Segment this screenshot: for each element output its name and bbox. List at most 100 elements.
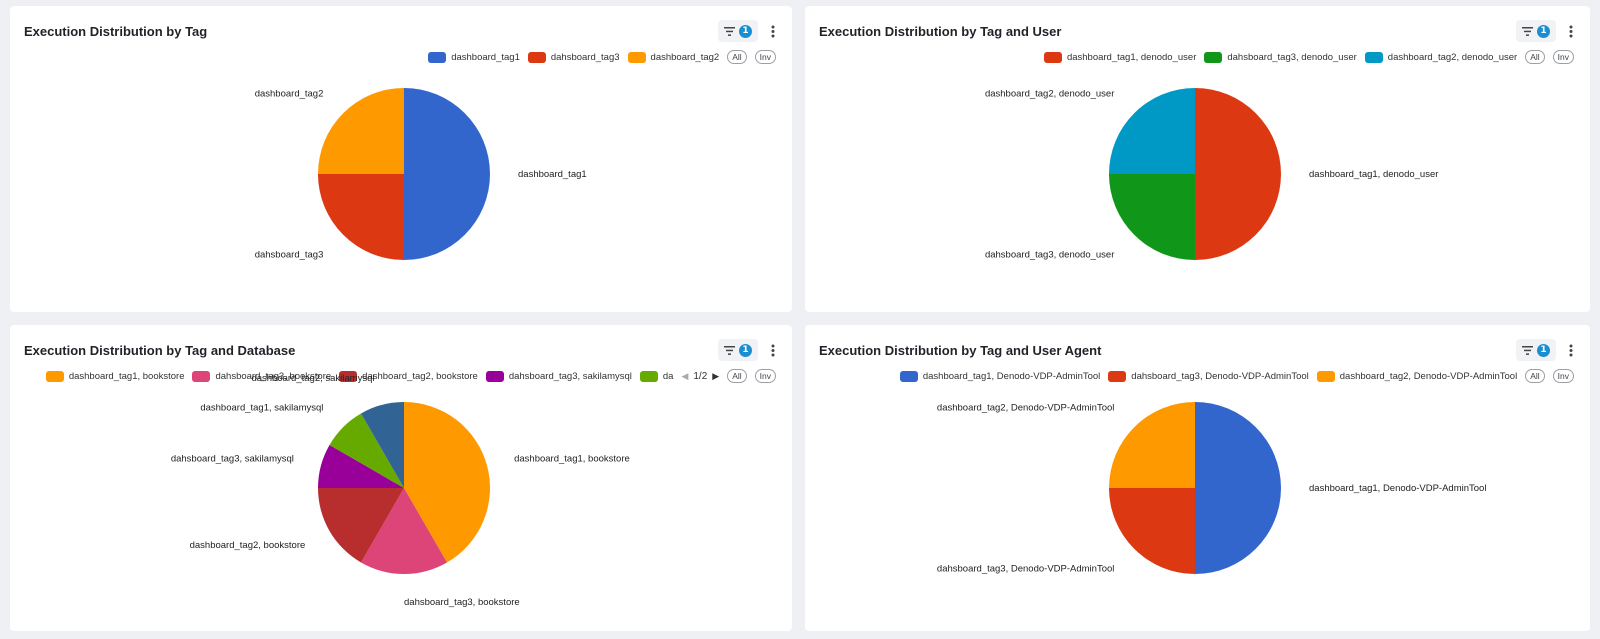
- panel-tag-user: Execution Distribution by Tag and User 1…: [805, 6, 1590, 312]
- legend-invert-button[interactable]: Inv: [1552, 369, 1574, 383]
- legend-all-button[interactable]: All: [1525, 50, 1545, 64]
- pie-chart: dashboard_tag1, bookstore dahsboard_tag3,…: [171, 373, 630, 608]
- pie-slice-dahsboard-tag3-denodo-user[interactable]: [1109, 174, 1195, 260]
- panel-title: Execution Distribution by Tag and User: [819, 24, 1062, 39]
- slice-label: dashboard_tag1, bookstore: [514, 453, 630, 464]
- legend-swatch: [45, 370, 64, 382]
- legend-swatch: [485, 370, 504, 382]
- pie-slice-dashboard-tag2[interactable]: [318, 88, 404, 174]
- legend-swatch: [1043, 51, 1062, 63]
- legend-swatch: [1204, 51, 1223, 63]
- legend-all-button[interactable]: All: [727, 50, 747, 64]
- pie-slice-dashboard-tag2-bookstore[interactable]: [317, 488, 404, 563]
- more-options-icon[interactable]: [1564, 339, 1578, 361]
- pie-slice-dashboard-tag2-sakilamysql[interactable]: [361, 402, 404, 488]
- pager-prev-icon[interactable]: ◀: [681, 370, 689, 381]
- pie-slice-dahsboard-tag3[interactable]: [318, 174, 404, 260]
- filter-button[interactable]: 1: [718, 20, 758, 42]
- legend-label: dahsboard_tag3, bookstore: [215, 370, 332, 382]
- pie-slice-dashboard-tag1[interactable]: [404, 88, 490, 260]
- legend-pager: ◀ 1/2 ▶: [681, 371, 719, 382]
- legend-label: dashboard_tag1, Denodo-VDP-AdminTool: [922, 370, 1101, 382]
- panel-tools: 1: [718, 339, 780, 361]
- filter-count-badge: 1: [1537, 343, 1550, 357]
- slice-label: dashboard_tag1: [518, 169, 587, 180]
- more-options-icon[interactable]: [1564, 20, 1578, 42]
- legend-label: dashboard_tag2, Denodo-VDP-AdminTool: [1339, 370, 1518, 382]
- more-options-icon[interactable]: [766, 20, 780, 42]
- filter-button[interactable]: 1: [718, 339, 758, 361]
- legend-swatch: [899, 370, 918, 382]
- legend-swatch: [1364, 51, 1383, 63]
- filter-count-badge: 1: [739, 343, 752, 357]
- legend-all-button[interactable]: All: [1525, 369, 1545, 383]
- slice-label: dashboard_tag2: [255, 88, 324, 99]
- legend-swatch: [1108, 370, 1127, 382]
- panel-title: Execution Distribution by Tag and Databa…: [24, 343, 296, 358]
- legend-item[interactable]: dashboard_tag1, denodo_user: [1043, 51, 1196, 63]
- pie-slice-dashboard-tag1-denodo-vdp-admintool[interactable]: [1195, 402, 1281, 574]
- pie-chart: dashboard_tag1, Denodo-VDP-AdminTool dahs…: [937, 402, 1486, 575]
- filter-count-badge: 1: [1537, 24, 1550, 38]
- more-options-icon[interactable]: [766, 339, 780, 361]
- legend-label: dashboard_tag2: [650, 51, 720, 63]
- pie-slice-dahsboard-tag3-denodo-vdp-admintool[interactable]: [1109, 488, 1195, 574]
- panel-tools: 1: [718, 20, 780, 42]
- legend-invert-button[interactable]: Inv: [754, 50, 776, 64]
- legend-swatch: [1316, 370, 1335, 382]
- legend-invert-button[interactable]: Inv: [1552, 50, 1574, 64]
- pie-slice-dashboard-tag1-sakilamysql[interactable]: [329, 413, 404, 488]
- legend-item[interactable]: da: [639, 370, 674, 382]
- panel-tools: 1: [1516, 339, 1578, 361]
- legend-item[interactable]: dashboard_tag2, bookstore: [339, 370, 478, 382]
- slice-label: dashboard_tag2, Denodo-VDP-AdminTool: [937, 402, 1114, 413]
- slice-label: dashboard_tag2, denodo_user: [985, 88, 1114, 99]
- filter-icon: [1522, 345, 1533, 355]
- legend-item[interactable]: dahsboard_tag3, sakilamysql: [485, 370, 632, 382]
- legend-swatch: [339, 370, 358, 382]
- legend-item[interactable]: dahsboard_tag3: [527, 51, 620, 63]
- legend-item[interactable]: dashboard_tag1: [428, 51, 520, 63]
- legend-label: dashboard_tag2, bookstore: [362, 370, 478, 382]
- pie-slice-dahsboard-tag3-sakilamysql[interactable]: [318, 445, 404, 488]
- legend-swatch: [627, 51, 646, 63]
- chart-legend: dashboard_tag1 dahsboard_tag3 dashboard_…: [428, 50, 776, 64]
- pie-chart: dashboard_tag1, denodo_user dahsboard_tag…: [985, 88, 1438, 261]
- slice-label: dashboard_tag1, denodo_user: [1309, 169, 1438, 180]
- slice-label: dahsboard_tag3, sakilamysql: [171, 453, 294, 464]
- pie-slice-dahsboard-tag3-bookstore[interactable]: [361, 488, 447, 574]
- legend-item[interactable]: dashboard_tag1, bookstore: [45, 370, 184, 382]
- legend-item[interactable]: dashboard_tag2, denodo_user: [1364, 51, 1518, 63]
- legend-label: dashboard_tag2, denodo_user: [1387, 51, 1518, 63]
- legend-label: dahsboard_tag3: [550, 51, 620, 63]
- legend-item[interactable]: dahsboard_tag3, bookstore: [192, 370, 332, 382]
- pager-next-icon[interactable]: ▶: [712, 370, 720, 381]
- legend-label: dahsboard_tag3, denodo_user: [1227, 51, 1357, 63]
- legend-label: dahsboard_tag3, Denodo-VDP-AdminTool: [1131, 370, 1309, 382]
- pie-slice-dashboard-tag2-denodo-vdp-admintool[interactable]: [1109, 402, 1195, 488]
- legend-item[interactable]: dashboard_tag2, Denodo-VDP-AdminTool: [1316, 370, 1518, 382]
- legend-item[interactable]: dahsboard_tag3, Denodo-VDP-AdminTool: [1108, 370, 1309, 382]
- legend-all-button[interactable]: All: [727, 369, 747, 383]
- legend-swatch: [639, 370, 658, 382]
- slice-label: dashboard_tag1, sakilamysql: [200, 402, 323, 413]
- filter-icon: [1522, 26, 1533, 36]
- chart-legend: dashboard_tag1, denodo_user dahsboard_ta…: [1043, 50, 1574, 64]
- filter-button[interactable]: 1: [1516, 339, 1556, 361]
- filter-icon: [724, 26, 735, 36]
- legend-item[interactable]: dashboard_tag1, Denodo-VDP-AdminTool: [899, 370, 1101, 382]
- legend-invert-button[interactable]: Inv: [754, 369, 776, 383]
- slice-label: dahsboard_tag3, bookstore: [404, 597, 520, 608]
- pie-slice-dashboard-tag1-denodo-user[interactable]: [1195, 88, 1281, 260]
- filter-icon: [724, 345, 735, 355]
- pie-slice-dashboard-tag1-bookstore[interactable]: [404, 402, 490, 563]
- legend-item[interactable]: dahsboard_tag3, denodo_user: [1204, 51, 1357, 63]
- panel-tools: 1: [1516, 20, 1578, 42]
- legend-item[interactable]: dashboard_tag2: [627, 51, 720, 63]
- pie-slice-dashboard-tag2-denodo-user[interactable]: [1109, 88, 1195, 174]
- filter-button[interactable]: 1: [1516, 20, 1556, 42]
- legend-label: da: [662, 370, 674, 382]
- chart-legend: dashboard_tag1, bookstore dahsboard_tag3…: [45, 369, 776, 383]
- slice-label: dashboard_tag2, bookstore: [190, 540, 306, 551]
- slice-label: dahsboard_tag3, denodo_user: [985, 250, 1114, 261]
